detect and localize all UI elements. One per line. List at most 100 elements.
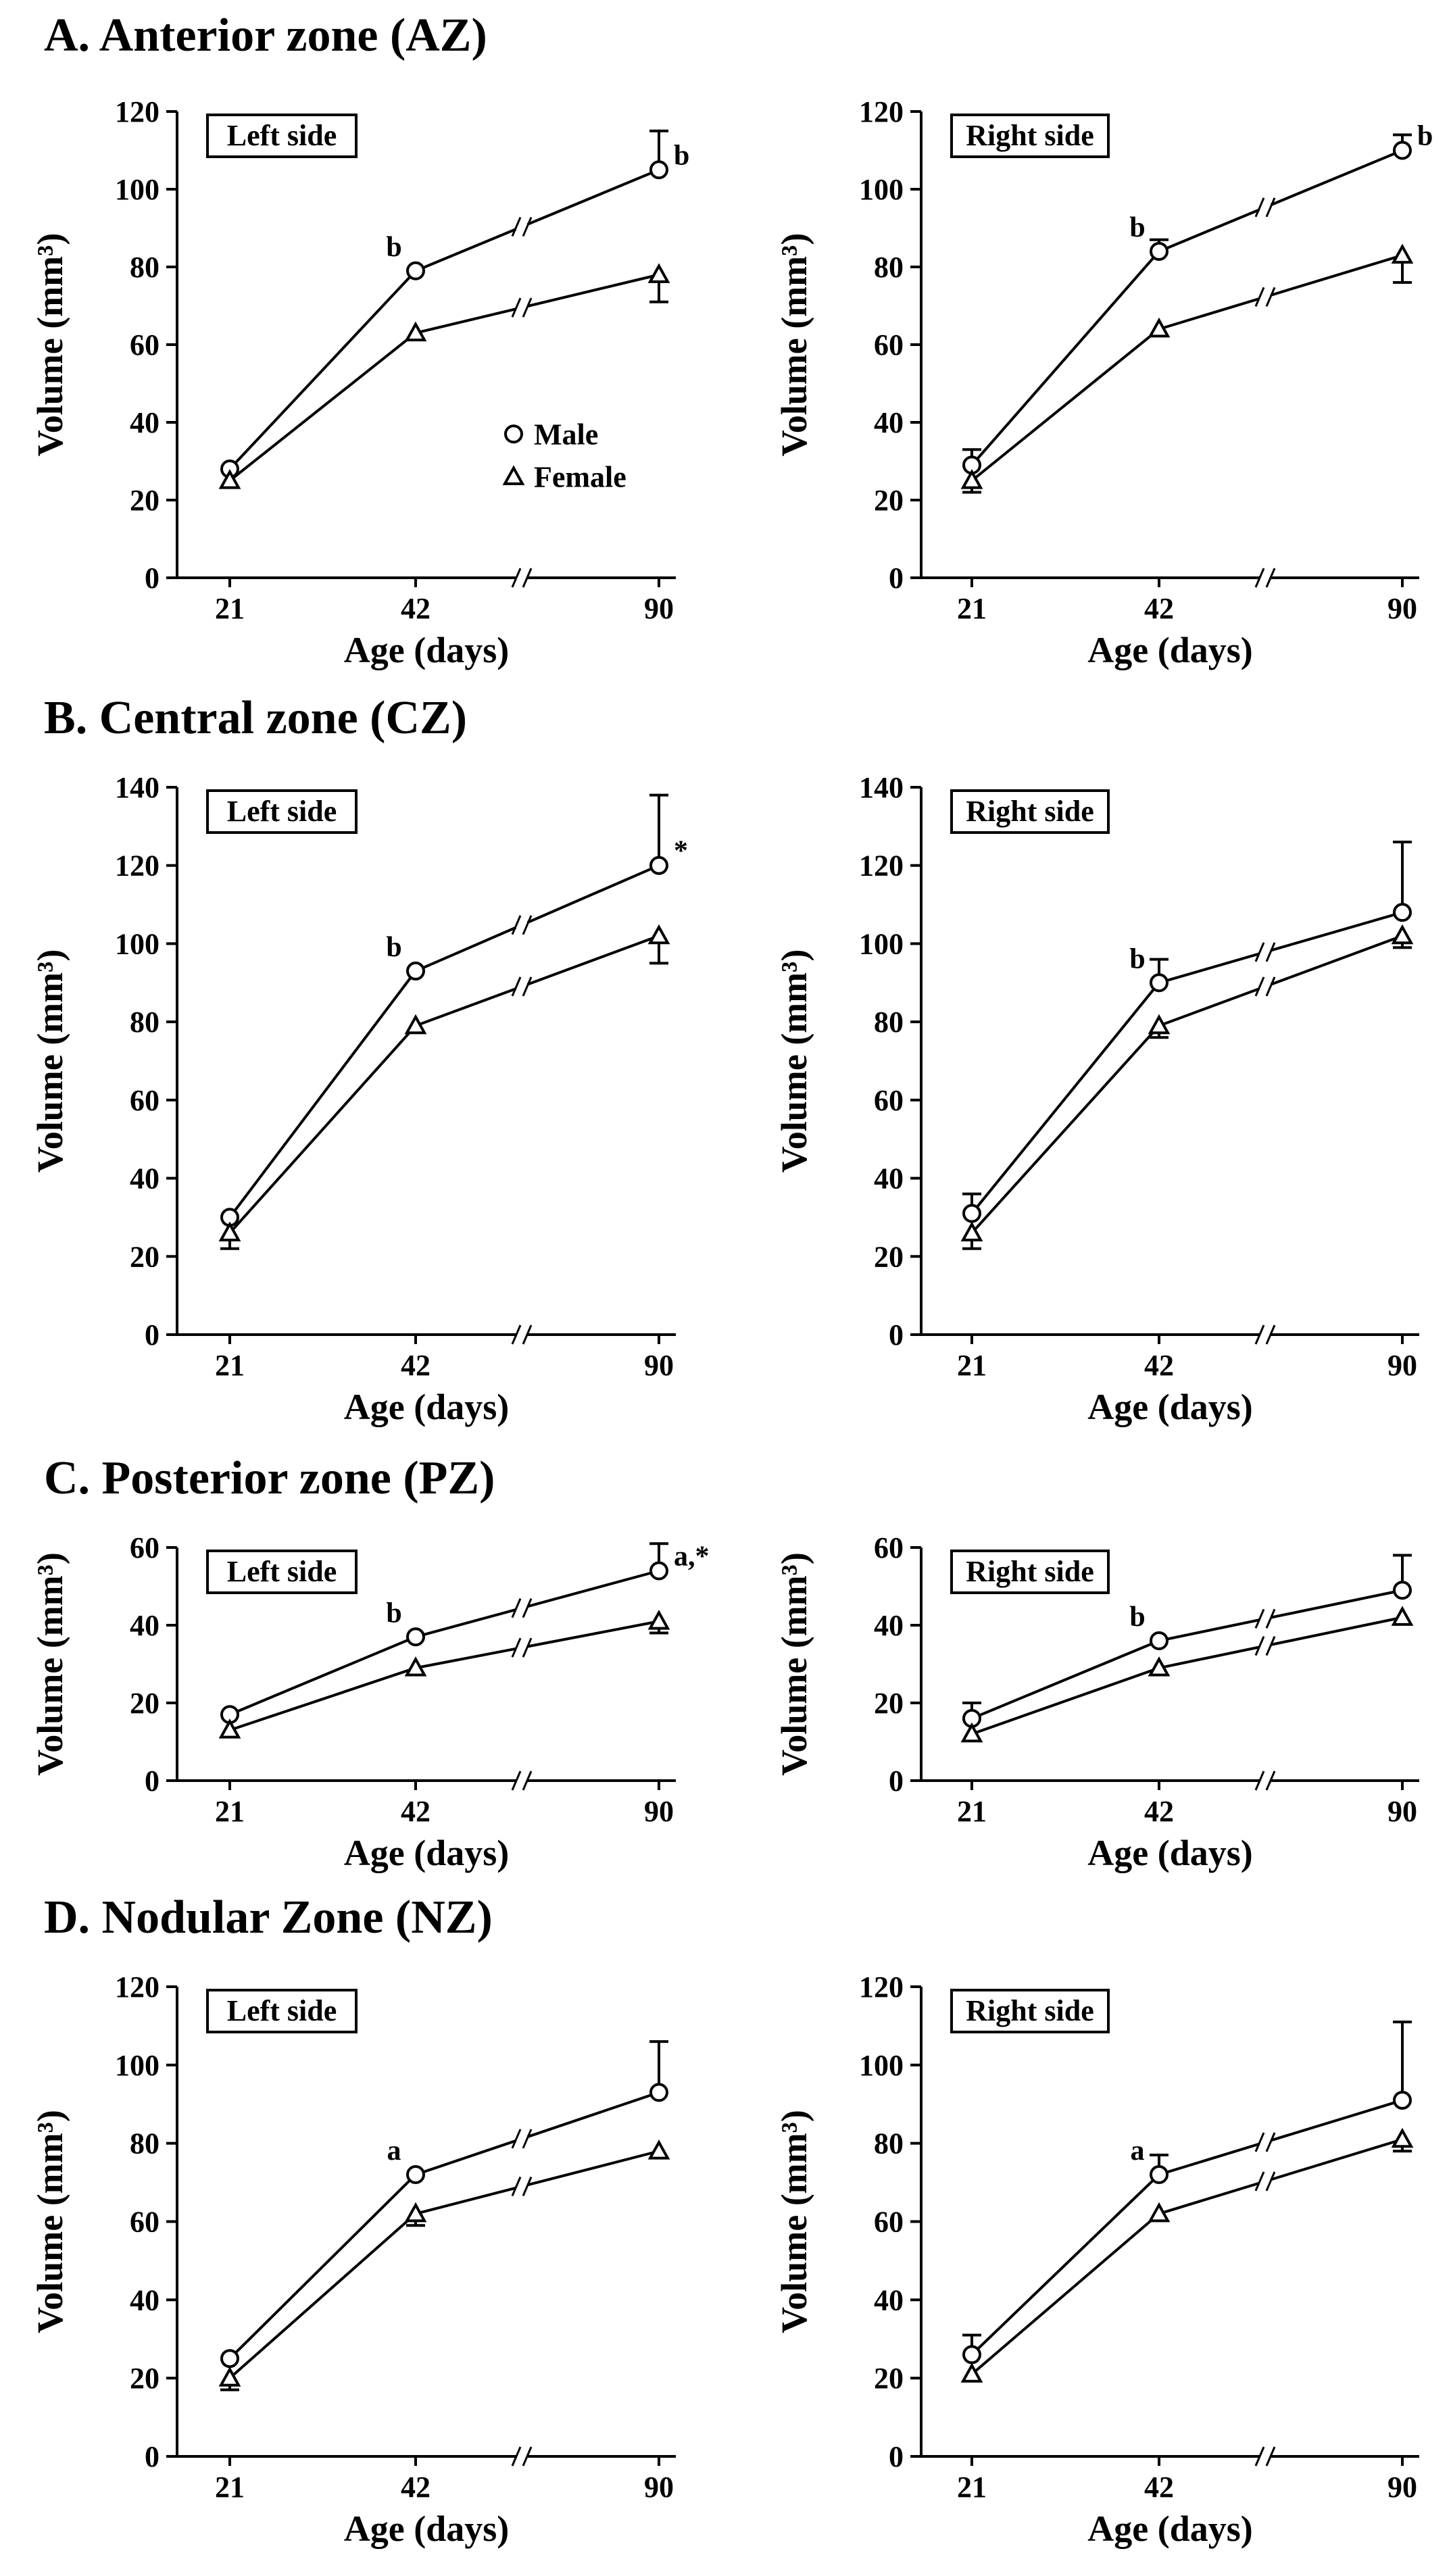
significance-label: b xyxy=(1417,121,1433,152)
side-label: Right side xyxy=(966,119,1093,152)
y-tick-label: 140 xyxy=(115,771,159,804)
y-tick-label: 120 xyxy=(115,849,159,883)
y-tick-label: 60 xyxy=(874,1084,904,1117)
side-label: Left side xyxy=(227,1555,337,1588)
axis-break-mark xyxy=(1254,2446,1276,2467)
significance-label: b xyxy=(386,1597,401,1629)
x-axis-title: Age (days) xyxy=(1087,2508,1252,2549)
side-label: Right side xyxy=(966,1555,1093,1588)
subplot-left-side: 0 20 40 60 80 100 120 21 42 90 Age (days) Volume (m… xyxy=(30,95,689,670)
y-axis-title: Volume (mm³) xyxy=(30,2110,70,2333)
x-tick-label: 21 xyxy=(215,592,245,625)
series-line-female xyxy=(970,934,1403,1234)
y-tick-label: 40 xyxy=(130,1609,159,1642)
x-tick-label: 42 xyxy=(1144,1795,1174,1828)
y-tick-label: 40 xyxy=(874,1162,904,1195)
y-tick-label: 40 xyxy=(874,1609,904,1642)
line-break-mark xyxy=(511,2176,533,2197)
y-tick-label: 40 xyxy=(130,1162,159,1195)
x-tick-label: 90 xyxy=(644,592,674,625)
line-break-gap xyxy=(1260,196,1271,218)
y-tick-label: 100 xyxy=(859,173,904,206)
data-point-female xyxy=(1148,317,1171,338)
data-point-male xyxy=(1150,242,1169,261)
data-point-female xyxy=(647,1610,670,1630)
y-tick-label: 40 xyxy=(874,406,904,439)
subplot-left-side: 0 20 40 60 21 42 90 Age (days) Volume (mm³) Left … xyxy=(30,1531,710,1873)
line-break-mark xyxy=(511,1637,533,1658)
data-point-female xyxy=(218,1221,241,1241)
line-break-gap xyxy=(1260,941,1271,963)
x-tick-label: 42 xyxy=(401,592,431,625)
series-line-male xyxy=(228,864,660,1218)
y-tick-label: 0 xyxy=(145,2440,159,2473)
y-tick-label: 100 xyxy=(115,2049,159,2082)
series-line-female xyxy=(229,1620,660,1732)
y-tick-label: 120 xyxy=(859,849,904,883)
y-tick-label: 80 xyxy=(130,2127,159,2160)
legend-label-female: Female xyxy=(534,461,626,494)
y-tick-label: 120 xyxy=(859,1971,904,2004)
y-tick-label: 20 xyxy=(874,1240,904,1273)
data-point-male xyxy=(406,2165,425,2184)
axis-break-mark xyxy=(1254,1770,1276,1791)
significance-label: b xyxy=(1129,943,1145,974)
line-break-mark xyxy=(1254,1636,1276,1656)
data-point-male xyxy=(1393,1581,1412,1600)
data-point-male xyxy=(649,856,668,875)
legend-marker-male xyxy=(504,424,523,444)
y-tick-label: 0 xyxy=(889,562,904,595)
line-break-mark xyxy=(511,976,533,997)
line-break-mark xyxy=(1254,942,1276,962)
significance-label: b xyxy=(674,140,689,171)
side-label-box xyxy=(950,789,1110,834)
subplot-left-side: 0 20 40 60 80 100 120 140 21 42 90 Age (days) Volume… xyxy=(30,771,688,1427)
y-tick-label: 20 xyxy=(130,1687,159,1720)
y-tick-label: 0 xyxy=(145,562,159,595)
data-point-female xyxy=(960,1722,983,1743)
data-point-male xyxy=(962,2345,981,2364)
data-point-female xyxy=(404,2202,427,2223)
line-break-mark xyxy=(511,216,533,237)
x-axis-title: Age (days) xyxy=(1087,630,1252,670)
data-point-male xyxy=(406,261,425,280)
line-break-gap xyxy=(1260,286,1271,308)
series-line-female xyxy=(970,2137,1403,2375)
panel-heading: A. Anterior zone (AZ) xyxy=(44,9,487,61)
data-point-female xyxy=(1391,1606,1414,1626)
y-tick-label: 100 xyxy=(859,2049,904,2082)
side-label-box xyxy=(206,114,358,158)
axis-break-mark xyxy=(511,2446,533,2467)
axis-break-mark xyxy=(1254,1324,1276,1345)
y-tick-label: 60 xyxy=(130,1531,159,1564)
x-tick-label: 21 xyxy=(957,2471,987,2504)
line-break-mark xyxy=(1254,976,1276,997)
y-axis-title: Volume (mm³) xyxy=(30,949,70,1173)
axis-break-mark xyxy=(511,568,533,588)
line-break-mark xyxy=(511,1598,533,1618)
y-tick-label: 100 xyxy=(115,173,159,206)
y-axis-title: Volume (mm³) xyxy=(774,949,814,1173)
axis-break-mark xyxy=(1254,568,1276,588)
y-tick-label: 80 xyxy=(874,2127,904,2160)
x-tick-label: 21 xyxy=(957,592,987,625)
line-break-gap xyxy=(1260,975,1271,997)
y-tick-label: 20 xyxy=(130,484,159,517)
y-tick-label: 120 xyxy=(115,95,159,128)
x-axis-title: Age (days) xyxy=(344,1833,509,1873)
series-line-male xyxy=(971,1589,1403,1720)
side-label: Left side xyxy=(227,119,337,152)
x-tick-label: 90 xyxy=(644,2471,674,2504)
line-break-gap xyxy=(516,297,527,319)
significance-label: b xyxy=(386,232,401,263)
line-break-gap xyxy=(1260,2131,1271,2154)
x-axis-title: Age (days) xyxy=(344,630,509,670)
line-break-mark xyxy=(511,915,533,935)
x-tick-label: 90 xyxy=(644,1795,674,1828)
data-point-female xyxy=(404,1656,427,1677)
x-tick-label: 90 xyxy=(1387,1349,1417,1382)
data-point-female xyxy=(1148,1014,1171,1035)
y-axis-title: Volume (mm³) xyxy=(774,2110,814,2333)
y-tick-label: 80 xyxy=(130,251,159,284)
y-tick-label: 0 xyxy=(145,1764,159,1798)
